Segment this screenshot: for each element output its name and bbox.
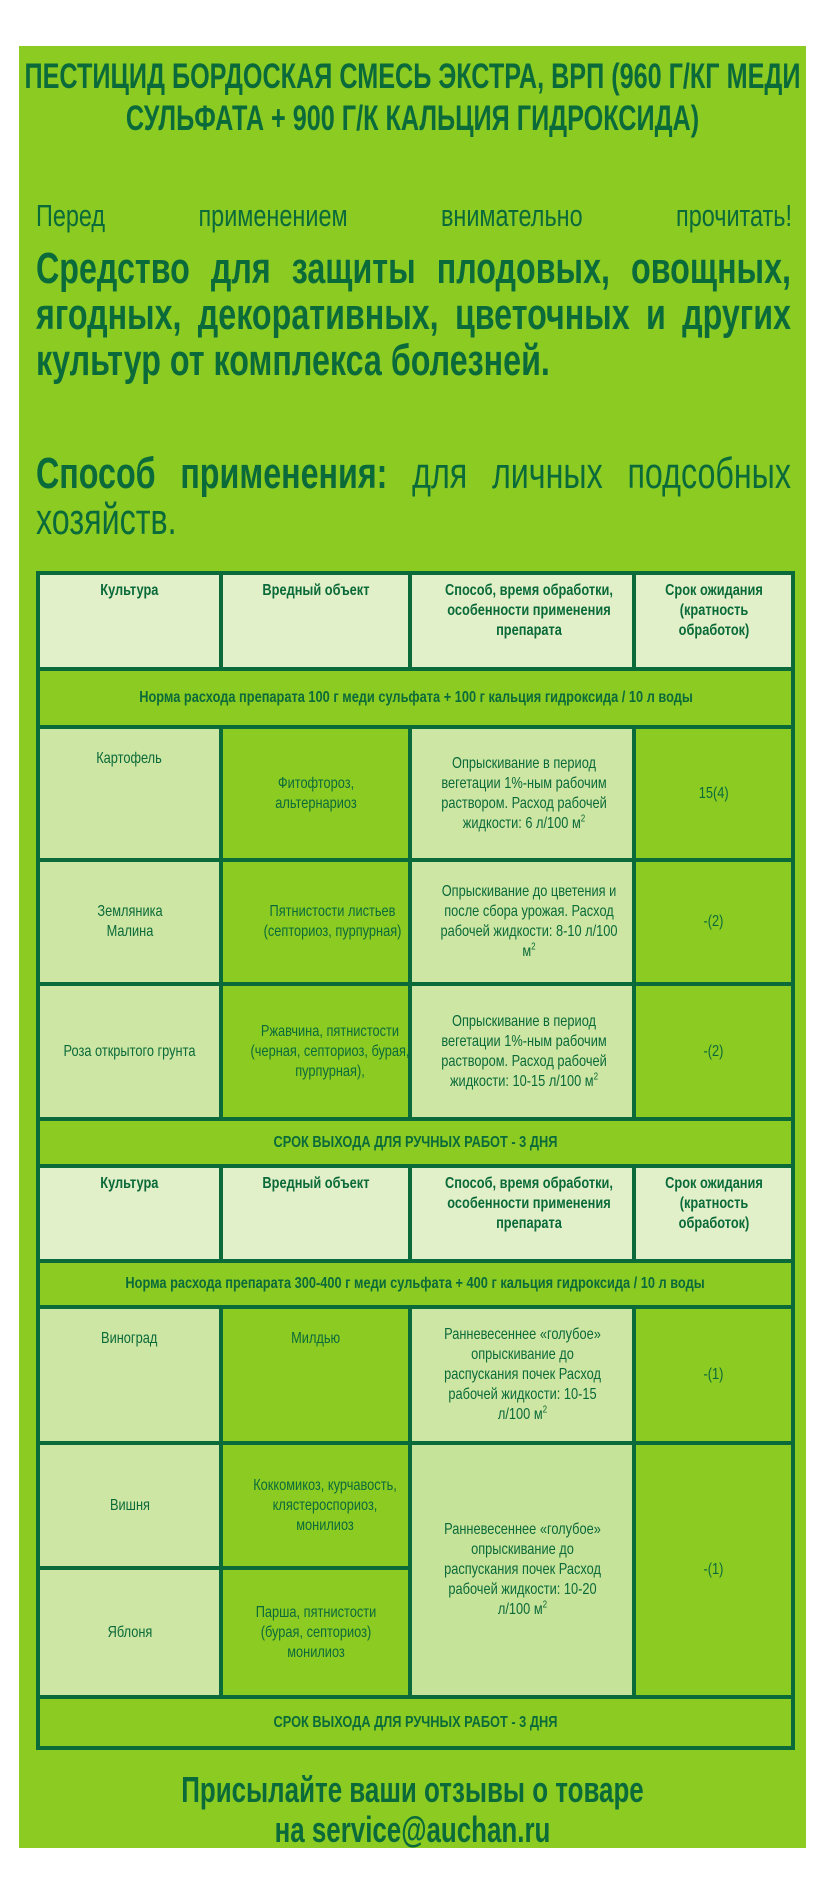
wait: -(2) <box>703 1042 724 1060</box>
method: Ранневесеннее «голубое» опрыскивание до … <box>443 1326 601 1423</box>
crop: Земляника Малина <box>96 903 163 940</box>
norm-text: Норма расхода препарата 300-400 г меди с… <box>125 1275 706 1292</box>
wait: 15(4) <box>698 784 729 802</box>
norm-text: Норма расхода препарата 100 г меди сульф… <box>138 689 693 706</box>
label-panel: ПЕСТИЦИД БОРДОСКАЯ СМЕСЬ ЭКСТРА, ВРП (96… <box>19 46 806 1850</box>
exit-text: СРОК ВЫХОДА ДЛЯ РУЧНЫХ РАБОТ - 3 ДНЯ <box>273 1713 558 1731</box>
wait: -(2) <box>703 913 724 930</box>
method: Опрыскивание в период вегетации 1%-ным р… <box>441 754 607 832</box>
header-wait: Срок ожидания (кратность обработок) <box>664 1175 763 1232</box>
usage-table: Культура Вредный объект Способ, время об… <box>36 571 795 1750</box>
table-header-row: Культура Вредный объект Способ, время об… <box>36 1164 795 1263</box>
crop: Картофель <box>96 750 163 767</box>
footer-line-1: Присылайте ваши отзывы о товаре <box>181 1769 644 1810</box>
exit-row: СРОК ВЫХОДА ДЛЯ РУЧНЫХ РАБОТ - 3 ДНЯ <box>36 1117 795 1168</box>
method: Опрыскивание до цветения и после сбора у… <box>440 883 618 960</box>
table-row: Виноград Милдью Ранневесеннее «голубое» … <box>36 1305 795 1445</box>
header-pest: Вредный объект <box>261 1175 370 1192</box>
shared-wait: -(1) <box>703 1561 724 1578</box>
table-row: Картофель Фитофтороз, альтернариоз Опрыс… <box>36 725 795 862</box>
crop: Вишня <box>109 1496 150 1514</box>
description: Средство для защиты плодовых, овощных, я… <box>36 244 791 385</box>
crop: Виноград <box>101 1330 158 1347</box>
pest: Милдью <box>290 1330 341 1347</box>
table-row: Роза открытого грунта Ржавчина, пятнисто… <box>36 982 795 1121</box>
feedback-footer: Присылайте ваши отзывы о товаре на servi… <box>19 1770 806 1850</box>
pest: Фитофтороз, альтернариоз <box>274 774 357 812</box>
shared-method: Ранневесеннее «голубое» опрыскивание до … <box>443 1521 601 1618</box>
header-method: Способ, время обработки, особенности при… <box>445 582 613 639</box>
crop: Яблоня <box>107 1623 152 1641</box>
pest: Коккомикоз, курчавость, клястероспориоз,… <box>253 1476 397 1534</box>
footer-email: на service@auchan.ru <box>274 1809 551 1850</box>
product-title: ПЕСТИЦИД БОРДОСКАЯ СМЕСЬ ЭКСТРА, ВРП (96… <box>24 57 801 138</box>
norm-row: Норма расхода препарата 100 г меди сульф… <box>36 667 795 729</box>
header-wait: Срок ожидания (кратность обработок) <box>664 582 763 639</box>
crop: Роза открытого грунта <box>63 1042 196 1060</box>
table-row: Земляника Малина Пятнистости листьев (се… <box>36 858 795 986</box>
table-row: Вишня Коккомикоз, курчавость, клястеросп… <box>36 1441 795 1699</box>
exit-text: СРОК ВЫХОДА ДЛЯ РУЧНЫХ РАБОТ - 3 ДНЯ <box>273 1133 558 1151</box>
header-crop: Культура <box>100 582 159 599</box>
header-pest: Вредный объект <box>261 582 370 599</box>
header-crop: Культура <box>100 1175 159 1192</box>
pest: Пятнистости листьев (септориоз, пурпурна… <box>263 903 402 940</box>
exit-row: СРОК ВЫХОДА ДЛЯ РУЧНЫХ РАБОТ - 3 ДНЯ <box>36 1695 795 1750</box>
application-method: Способ применения: для личных подсобных … <box>36 451 791 543</box>
pest: Парша, пятнистости (бурая, септориоз) мо… <box>255 1603 376 1661</box>
wait: -(1) <box>703 1366 724 1383</box>
method-text: для личных подсобных хозяйств. <box>36 449 791 544</box>
header-method: Способ, время обработки, особенности при… <box>445 1175 613 1232</box>
table-row: Яблоня Парша, пятнистости (бурая, септор… <box>36 1566 793 1699</box>
warning-text: Перед применением внимательно прочитать! <box>36 198 792 233</box>
method: Опрыскивание в период вегетации 1%-ным р… <box>441 1012 607 1090</box>
pest: Ржавчина, пятнистости (черная, септориоз… <box>250 1022 410 1080</box>
norm-row: Норма расхода препарата 300-400 г меди с… <box>36 1259 795 1309</box>
table-header-row: Культура Вредный объект Способ, время об… <box>36 571 795 671</box>
method-label: Способ применения: <box>36 449 388 498</box>
